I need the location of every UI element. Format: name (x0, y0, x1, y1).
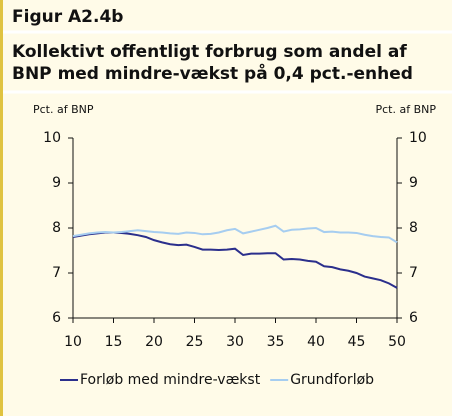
figure-label: Figur A2.4b (12, 7, 123, 27)
x-tick-label: 35 (267, 334, 285, 350)
chart-title: BNP med mindre-vækst på 0,4 pct.-enhed (12, 62, 413, 84)
y-tick-label: 7 (52, 265, 61, 281)
x-tick-label: 20 (145, 334, 163, 350)
x-tick-label: 15 (105, 334, 123, 350)
chart-title: Kollektivt offentligt forbrug som andel … (12, 42, 407, 62)
legend-label: Forløb med mindre-vækst (80, 372, 261, 388)
line-series (72, 231, 398, 289)
y-tick-label: 10 (43, 130, 61, 146)
y2-tick-label: 8 (409, 220, 418, 236)
x-tick-label: 25 (186, 334, 204, 350)
y2-tick-label: 7 (409, 265, 418, 281)
y2-axis-label: Pct. af BNP (375, 103, 436, 116)
legend-label: Grundforløb (290, 372, 374, 388)
x-tick-label: 40 (307, 334, 325, 350)
x-tick-label: 10 (64, 334, 82, 350)
y2-tick-label: 10 (409, 130, 427, 146)
x-tick-label: 30 (226, 334, 244, 350)
x-tick-label: 45 (348, 334, 366, 350)
line-series (72, 224, 398, 244)
y-tick-label: 8 (52, 220, 61, 236)
y-axis-label: Pct. af BNP (33, 103, 94, 116)
y2-tick-label: 9 (409, 175, 418, 191)
y2-tick-label: 6 (409, 310, 418, 326)
left-border (0, 0, 3, 416)
y-tick-label: 9 (52, 175, 61, 191)
x-tick-label: 50 (388, 334, 406, 350)
y-tick-label: 6 (52, 310, 61, 326)
